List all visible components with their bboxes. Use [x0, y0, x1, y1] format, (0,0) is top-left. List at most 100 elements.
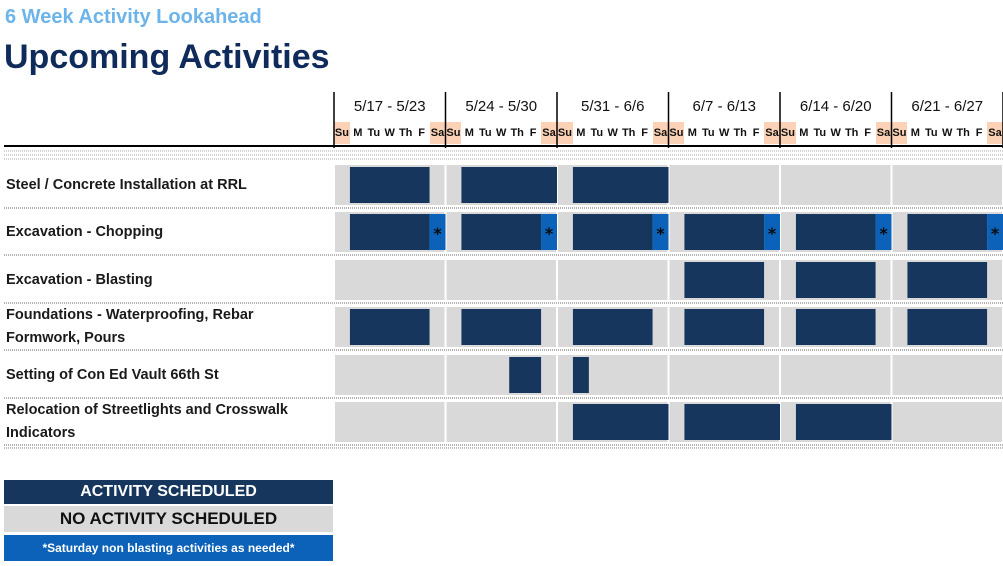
empty-cell [335, 402, 445, 442]
scheduled-bar [349, 214, 430, 250]
scheduled-bar [461, 309, 542, 345]
day-header: Tu [478, 127, 492, 139]
day-header: Th [733, 127, 747, 139]
scheduled-bar [907, 262, 988, 298]
scheduled-bar [349, 309, 430, 345]
saturday-cell [875, 214, 892, 250]
day-header: W [942, 127, 953, 139]
day-header: Tu [813, 127, 827, 139]
day-header: M [464, 127, 474, 139]
day-header: Sa [652, 122, 669, 144]
week-header: 6/7 - 6/13 [692, 98, 756, 115]
week-header: 6/21 - 6/27 [911, 98, 984, 115]
scheduled-bar [684, 262, 765, 298]
scheduled-bar [684, 214, 765, 250]
scheduled-bar [572, 167, 669, 203]
day-header: Th [398, 127, 413, 139]
day-header: Tu [367, 127, 381, 139]
empty-cell [781, 165, 891, 205]
page-title: Upcoming Activities [4, 38, 330, 76]
empty-cell [335, 260, 445, 300]
day-header: F [529, 127, 537, 139]
activity-label: Relocation of Streetlights and Crosswalk… [6, 402, 288, 441]
day-header: M [799, 127, 809, 139]
empty-cell [446, 260, 556, 300]
week-header: 5/17 - 5/23 [353, 98, 426, 115]
scheduled-bar [572, 214, 653, 250]
empty-cell [669, 355, 779, 395]
saturday-asterisk: * [768, 224, 777, 243]
empty-cell [558, 260, 668, 300]
empty-cell [446, 402, 556, 442]
scheduled-bar [907, 309, 988, 345]
activity-label: Foundations - Waterproofing, Rebar Formw… [6, 307, 254, 346]
scheduled-bar [509, 357, 542, 393]
day-header: Th [510, 127, 524, 139]
day-header: Sa [429, 122, 446, 144]
day-header: Su [445, 122, 462, 144]
saturday-asterisk: * [656, 224, 665, 243]
day-header: M [353, 127, 363, 139]
day-header: Sa [987, 122, 1003, 144]
day-header: Tu [590, 127, 604, 139]
day-header: Su [780, 122, 796, 144]
scheduled-bar [907, 214, 988, 250]
scheduled-bar [684, 404, 780, 440]
week-header: 6/14 - 6/20 [799, 98, 872, 115]
empty-cell [669, 165, 779, 205]
day-header: W [384, 127, 395, 139]
empty-cell [892, 165, 1002, 205]
activity-label: Excavation - Chopping [6, 223, 164, 240]
empty-cell [892, 355, 1002, 395]
day-header: M [576, 127, 586, 139]
day-header: F [752, 127, 760, 139]
scheduled-bar [795, 309, 876, 345]
legend-saturday-note: *Saturday non blasting activities as nee… [4, 535, 333, 561]
day-header: Su [668, 122, 685, 144]
legend-activity-scheduled: ACTIVITY SCHEDULED [4, 480, 333, 504]
day-header: M [910, 127, 920, 139]
day-header: Sa [875, 122, 892, 144]
week-header: 5/31 - 6/6 [581, 98, 645, 115]
day-header: F [418, 127, 425, 139]
day-header: Su [557, 122, 573, 144]
scheduled-bar [795, 214, 876, 250]
day-header: F [864, 127, 871, 139]
day-header: W [719, 127, 730, 139]
legend-no-activity: NO ACTIVITY SCHEDULED [4, 506, 333, 532]
empty-cell [781, 355, 891, 395]
scheduled-bar [461, 214, 542, 250]
day-header: Th [956, 127, 970, 139]
scheduled-bar [795, 404, 892, 440]
day-header: W [607, 127, 618, 139]
saturday-cell [429, 214, 446, 250]
day-header: Th [621, 127, 636, 139]
scheduled-bar [349, 167, 430, 203]
day-header: Sa [764, 122, 780, 144]
saturday-cell [541, 214, 557, 250]
saturday-asterisk: * [991, 224, 1000, 243]
day-header: F [975, 127, 983, 139]
scheduled-bar [572, 404, 669, 440]
page-subtitle: 6 Week Activity Lookahead [5, 6, 262, 28]
scheduled-bar [461, 167, 557, 203]
saturday-asterisk: * [433, 224, 442, 243]
empty-cell [335, 355, 445, 395]
activity-label: Excavation - Blasting [6, 271, 153, 288]
saturday-cell [987, 214, 1003, 250]
week-header: 5/24 - 5/30 [465, 98, 538, 115]
day-header: Tu [701, 127, 715, 139]
day-header: W [496, 127, 507, 139]
day-header: Su [891, 122, 908, 144]
empty-cell [892, 402, 1002, 442]
scheduled-bar [572, 357, 589, 393]
saturday-asterisk: * [879, 224, 888, 243]
saturday-cell [652, 214, 669, 250]
saturday-cell [764, 214, 780, 250]
day-header: W [830, 127, 841, 139]
activity-label: Steel / Concrete Installation at RRL [6, 176, 247, 193]
day-header: Th [844, 127, 859, 139]
saturday-asterisk: * [545, 224, 554, 243]
day-header: F [641, 127, 648, 139]
